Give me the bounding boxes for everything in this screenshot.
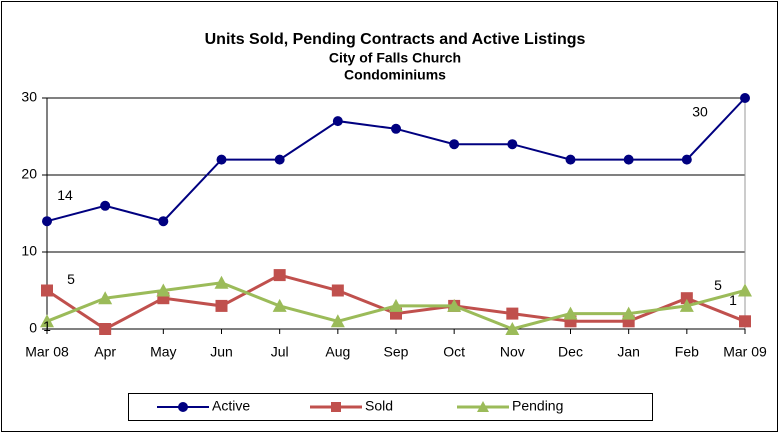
chart-title: Units Sold, Pending Contracts and Active… bbox=[205, 31, 586, 48]
point bbox=[158, 216, 169, 227]
x-tick-label: Jun bbox=[210, 344, 233, 360]
data-label: 1 bbox=[43, 318, 51, 334]
point bbox=[98, 291, 113, 305]
point bbox=[507, 139, 518, 150]
legend-marker bbox=[331, 402, 341, 412]
point bbox=[739, 315, 751, 328]
x-tick-label: Sep bbox=[384, 344, 409, 360]
x-tick-label: Jul bbox=[271, 344, 289, 360]
point bbox=[332, 116, 343, 127]
y-tick-label: 30 bbox=[21, 89, 37, 105]
legend-label: Pending bbox=[512, 398, 563, 414]
point bbox=[623, 154, 634, 165]
legend-box bbox=[128, 393, 653, 421]
point bbox=[100, 200, 111, 211]
legend-marker bbox=[178, 402, 188, 412]
point bbox=[40, 314, 54, 328]
point bbox=[41, 284, 53, 297]
point bbox=[565, 154, 576, 165]
point bbox=[273, 269, 286, 282]
data-label: 1 bbox=[729, 292, 737, 308]
x-tick-label: Feb bbox=[675, 344, 699, 360]
x-tick-label: Dec bbox=[558, 344, 583, 360]
x-tick-label: Jan bbox=[617, 344, 640, 360]
point bbox=[389, 298, 403, 312]
point bbox=[738, 283, 752, 297]
y-tick-label: 20 bbox=[21, 166, 37, 182]
legend-label: Active bbox=[212, 398, 250, 414]
chart-subtitle: City of Falls Church bbox=[329, 50, 461, 66]
point bbox=[449, 139, 460, 150]
chart-subtitle: Condominiums bbox=[344, 67, 446, 83]
point bbox=[274, 154, 285, 165]
point bbox=[42, 216, 52, 227]
x-tick-label: Nov bbox=[500, 344, 525, 360]
x-tick-label: Aug bbox=[325, 344, 350, 360]
point bbox=[681, 154, 692, 165]
data-label: 5 bbox=[67, 271, 75, 287]
point bbox=[621, 306, 636, 320]
y-tick-label: 10 bbox=[21, 243, 37, 259]
data-label: 30 bbox=[692, 104, 708, 120]
point bbox=[679, 298, 694, 312]
point bbox=[563, 306, 578, 320]
x-tick-label: Apr bbox=[94, 344, 116, 360]
legend-marker bbox=[477, 401, 489, 412]
x-tick-label: Mar 09 bbox=[723, 344, 767, 360]
data-label: 5 bbox=[714, 277, 722, 293]
point bbox=[740, 93, 750, 103]
point bbox=[505, 322, 520, 335]
y-tick-label: 0 bbox=[29, 320, 37, 336]
point bbox=[330, 314, 345, 328]
data-label: 14 bbox=[57, 187, 73, 203]
point bbox=[156, 283, 171, 297]
x-tick-label: Oct bbox=[443, 344, 465, 360]
point bbox=[214, 275, 229, 289]
x-tick-label: Mar 08 bbox=[25, 344, 69, 360]
point bbox=[391, 123, 401, 134]
point bbox=[680, 292, 693, 305]
point bbox=[215, 299, 228, 312]
point bbox=[331, 284, 344, 297]
x-tick-label: May bbox=[150, 344, 176, 360]
point bbox=[447, 298, 462, 312]
point bbox=[99, 323, 112, 335]
point bbox=[272, 298, 287, 312]
point bbox=[216, 154, 227, 165]
point bbox=[506, 307, 519, 320]
legend-label: Sold bbox=[365, 398, 393, 414]
